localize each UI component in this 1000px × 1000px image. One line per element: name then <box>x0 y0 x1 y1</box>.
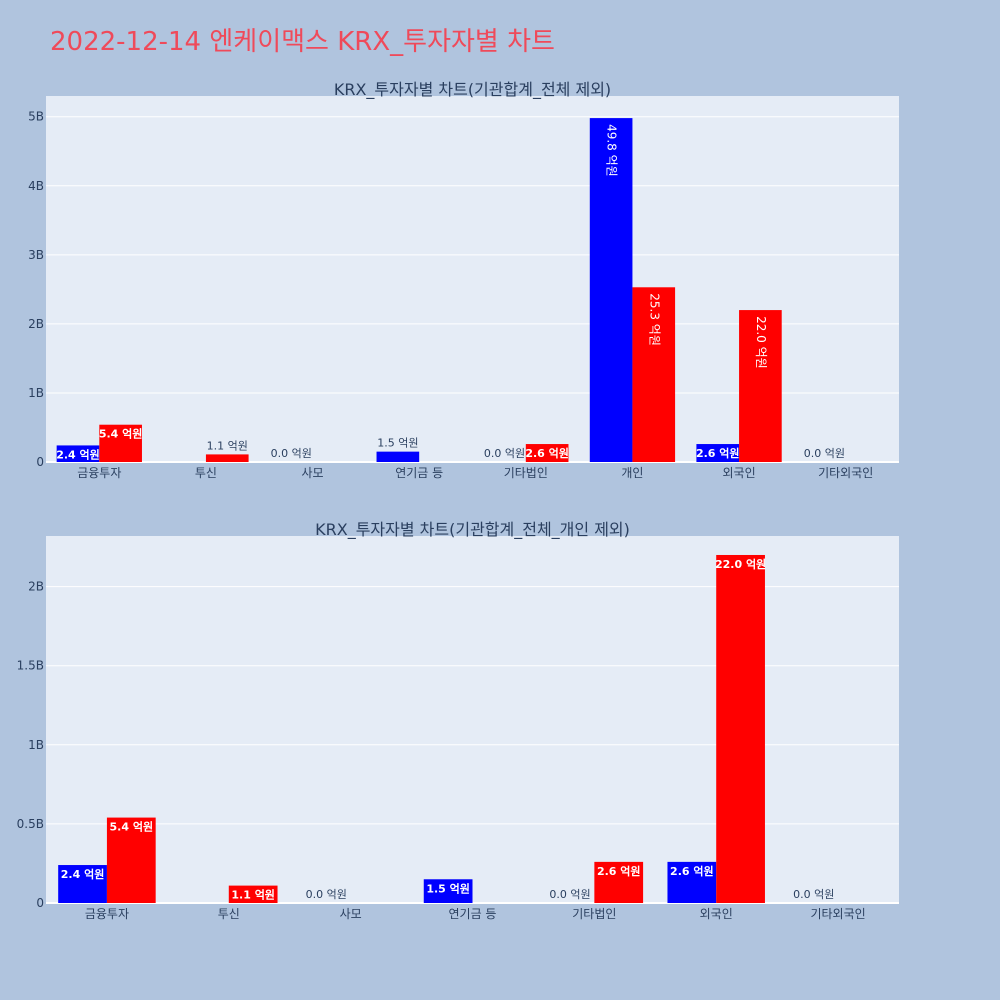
x-tick-label: 기타외국인 <box>810 907 865 921</box>
data-label: 2.6 억원 <box>597 864 641 878</box>
data-label: 22.0 억원 <box>715 557 766 571</box>
data-label: 2.4 억원 <box>61 867 105 881</box>
bar <box>632 287 676 462</box>
data-label: 2.4 억원 <box>56 447 100 461</box>
data-label: 1.1 억원 <box>231 888 275 902</box>
x-tick-label: 외국인 <box>700 907 733 921</box>
x-tick-label: 기타법인 <box>504 466 548 480</box>
y-tick-label: 0 <box>36 896 44 910</box>
y-tick-label: 4B <box>28 179 44 193</box>
data-label: 1.1 억원 <box>207 439 248 452</box>
data-label: 0.0 억원 <box>484 447 525 460</box>
data-label: 2.6 억원 <box>670 864 714 878</box>
y-tick-label: 2B <box>28 317 44 331</box>
x-tick-label: 투신 <box>218 907 240 921</box>
chart-1: KRX_투자자별 차트(기관합계_전체 제외) 0 1B 2B 3B 4B 5B 금융투자 2.… <box>28 80 899 480</box>
bar <box>106 817 156 903</box>
data-label: 2.6 억원 <box>525 446 569 460</box>
y-tick-label: 2B <box>28 580 44 594</box>
x-tick-label: 금융투자 <box>85 907 129 921</box>
data-label: 25.3 억원 <box>647 293 661 346</box>
bar <box>205 454 249 462</box>
data-label: 0.0 억원 <box>804 447 845 460</box>
bar <box>589 118 633 462</box>
x-tick-label: 기타외국인 <box>818 466 873 480</box>
y-tick-label: 1.5B <box>17 659 44 673</box>
y-tick-label: 5B <box>28 110 44 124</box>
data-label: 0.0 억원 <box>271 447 312 460</box>
chart-title: KRX_투자자별 차트(기관합계_전체 제외) <box>334 80 611 100</box>
bar <box>594 861 644 903</box>
data-label: 1.5 억원 <box>426 881 470 895</box>
x-tick-label: 연기금 등 <box>395 466 443 480</box>
data-label: 0.0 억원 <box>306 888 347 901</box>
y-tick-label: 0 <box>36 455 44 469</box>
bar <box>696 444 740 462</box>
bar <box>58 865 107 903</box>
bar <box>739 310 782 462</box>
chart-2: KRX_투자자별 차트(기관합계_전체_개인 제외) 0 0.5B 1B 1.5B 2B 금… <box>17 520 899 921</box>
bar <box>376 451 420 462</box>
data-label: 5.4 억원 <box>99 427 143 441</box>
x-tick-label: 연기금 등 <box>449 907 497 921</box>
bar <box>99 424 142 462</box>
x-tick-label: 사모 <box>340 907 362 921</box>
x-tick-label: 개인 <box>621 466 643 480</box>
chart-title: KRX_투자자별 차트(기관합계_전체_개인 제외) <box>315 520 630 540</box>
data-label: 5.4 억원 <box>110 820 154 834</box>
data-label: 0.0 억원 <box>793 888 834 901</box>
x-tick-label: 사모 <box>302 466 324 480</box>
data-label: 2.6 억원 <box>696 446 740 460</box>
x-tick-label: 외국인 <box>723 466 756 480</box>
bar <box>228 885 278 903</box>
bar <box>423 879 473 903</box>
y-tick-label: 3B <box>28 248 44 262</box>
data-label: 0.0 억원 <box>549 888 590 901</box>
bar <box>716 554 765 903</box>
x-tick-label: 기타법인 <box>572 907 616 921</box>
x-tick-label: 투신 <box>195 466 217 480</box>
data-label: 1.5 억원 <box>377 437 418 450</box>
x-tick-label: 금융투자 <box>77 466 121 480</box>
plot-area <box>46 536 899 903</box>
y-tick-label: 1B <box>28 386 44 400</box>
data-label: 49.8 억원 <box>605 124 619 177</box>
bar <box>667 861 717 903</box>
page-title: 2022-12-14 엔케이맥스 KRX_투자자별 차트 <box>50 27 555 57</box>
y-tick-label: 0.5B <box>17 817 44 831</box>
data-label: 22.0 억원 <box>754 316 768 369</box>
bar <box>525 444 569 462</box>
bar <box>56 445 100 462</box>
y-tick-label: 1B <box>28 738 44 752</box>
